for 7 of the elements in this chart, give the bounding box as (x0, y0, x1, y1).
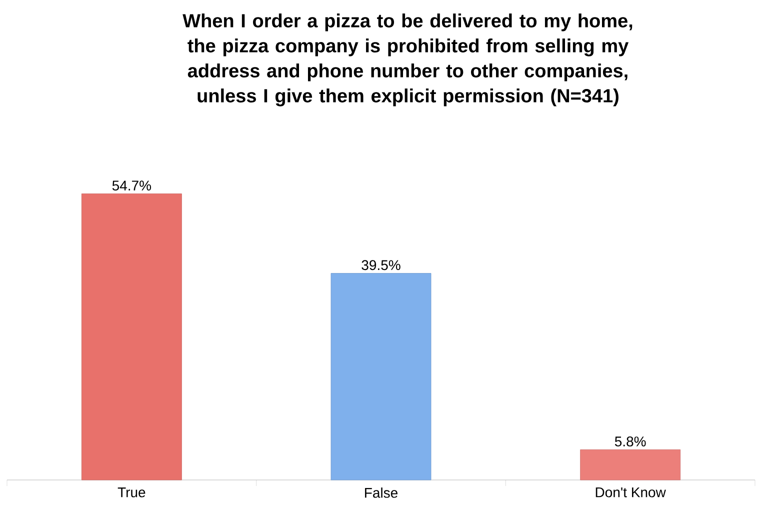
chart-title: When I order a pizza to be delivered to my home, the pizza company is prohibited from selling my address and phone number to other companies, unless I give them explicit permission (N=341) (182, 14, 632, 106)
x-tick-label: False (365, 488, 398, 498)
data-label: 54.7% (112, 180, 152, 191)
x-tick-label: Don't Know (596, 488, 666, 498)
data-label: 5.8% (614, 436, 646, 446)
x-tick-label: True (118, 488, 146, 498)
data-label: 39.5% (362, 260, 400, 270)
